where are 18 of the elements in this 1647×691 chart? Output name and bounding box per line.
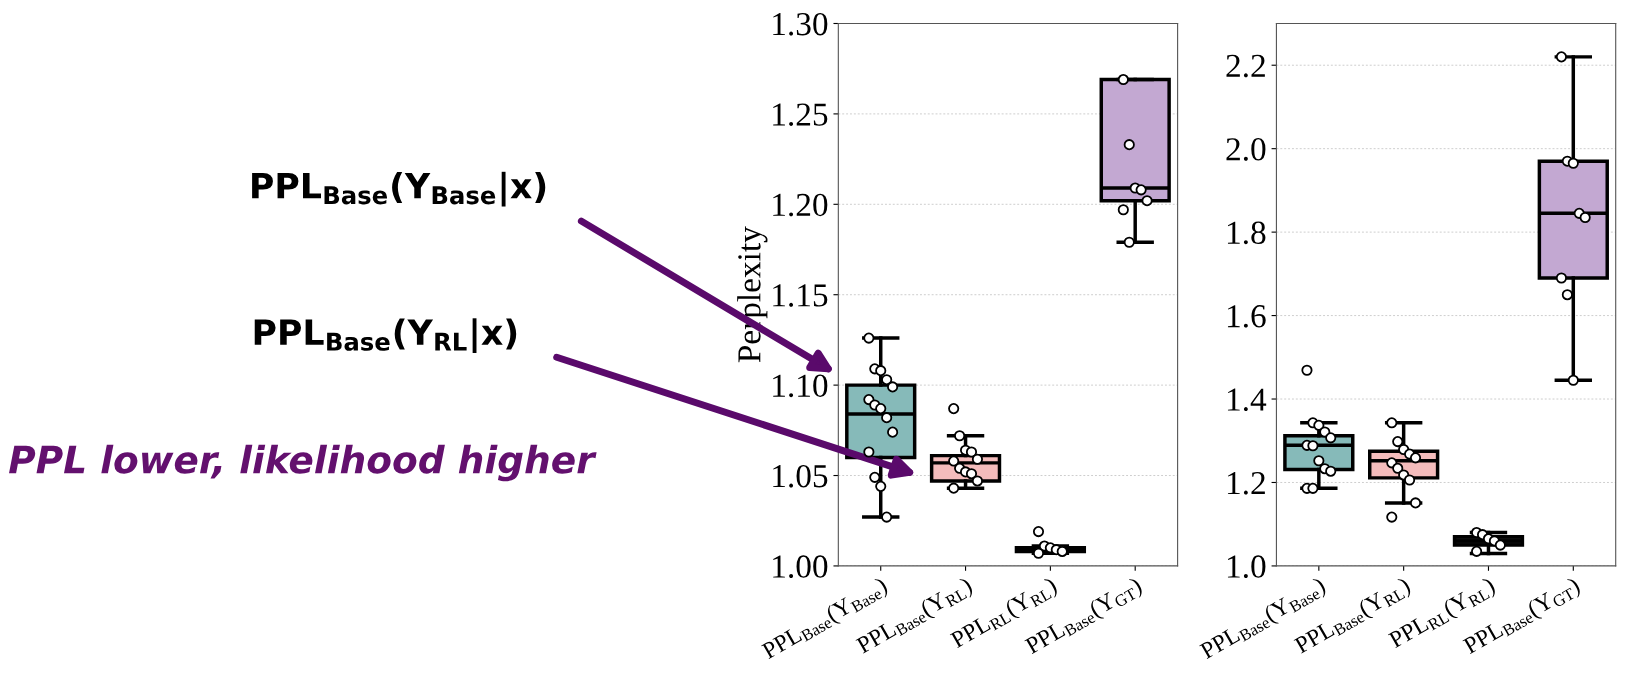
y-tick-label: 1.2 — [1227, 471, 1265, 495]
y-tick-label: 1.0 — [1227, 555, 1266, 578]
y-tick-label: 1.4 — [1227, 388, 1267, 412]
text: PPL lower, likelihood higher — [9, 444, 597, 482]
y-tick-label: 1.10 — [773, 374, 828, 398]
y-tick-label: 1.8 — [1227, 221, 1266, 245]
y-tick-label: 1.6 — [1227, 305, 1266, 328]
y-tick-label: 1.00 — [773, 555, 828, 578]
y-tick-label: 2.0 — [1226, 138, 1266, 161]
text: PPL$_{Base}$(Y$_{RL}$|x) — [254, 318, 517, 354]
y-tick-label: 1.25 — [773, 103, 828, 126]
text: PPL$_{Base}$(Y$_{Base}$|x) — [252, 171, 546, 207]
y-tick-label: 1.05 — [773, 464, 828, 488]
y-tick-label: 1.30 — [773, 12, 828, 36]
y-tick-label: 2.2 — [1226, 54, 1265, 78]
y-axis-title: Perplexity — [737, 226, 768, 363]
y-tick-label: 1.20 — [773, 193, 828, 217]
y-tick-label: 1.15 — [773, 284, 828, 307]
